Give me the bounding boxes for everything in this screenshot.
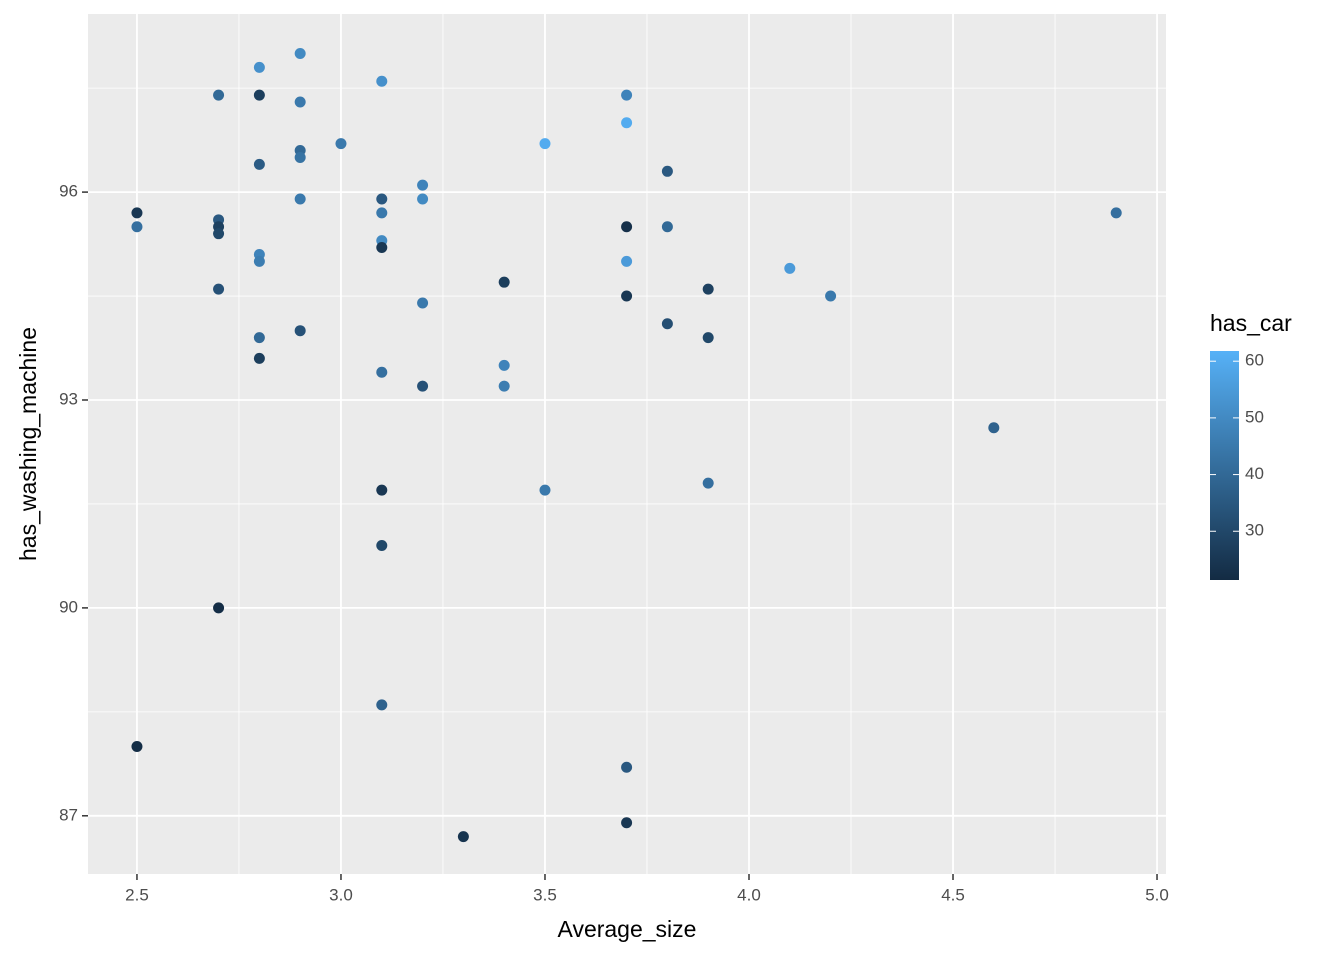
point <box>621 761 633 773</box>
point <box>661 221 673 233</box>
point <box>457 831 469 843</box>
x-tick-label: 3.0 <box>329 885 353 904</box>
point <box>213 602 225 614</box>
point <box>784 262 796 274</box>
point <box>498 276 510 288</box>
point <box>498 380 510 392</box>
point <box>376 75 388 87</box>
point <box>253 352 265 364</box>
point <box>294 151 306 163</box>
point <box>661 318 673 330</box>
point <box>253 158 265 170</box>
point <box>253 89 265 101</box>
point <box>376 699 388 711</box>
colorbar-label: 30 <box>1245 521 1264 540</box>
point <box>376 193 388 205</box>
colorbar-label: 50 <box>1245 407 1264 426</box>
point <box>294 193 306 205</box>
point <box>131 221 143 233</box>
point <box>702 332 714 344</box>
point <box>253 61 265 73</box>
point <box>988 422 1000 434</box>
point <box>376 366 388 378</box>
point <box>253 255 265 267</box>
point <box>539 484 551 496</box>
point <box>621 89 633 101</box>
point <box>253 332 265 344</box>
point <box>376 484 388 496</box>
y-tick-label: 87 <box>59 805 78 824</box>
point <box>417 193 429 205</box>
y-tick-label: 96 <box>59 182 78 201</box>
y-tick-label: 93 <box>59 389 78 408</box>
point <box>213 89 225 101</box>
point <box>335 138 347 150</box>
point <box>621 221 633 233</box>
point <box>417 380 429 392</box>
point <box>621 255 633 267</box>
point <box>702 477 714 489</box>
x-axis-title: Average_size <box>558 916 697 942</box>
x-tick-label: 3.5 <box>533 885 557 904</box>
point <box>621 817 633 829</box>
point <box>621 290 633 302</box>
colorbar-label: 40 <box>1245 464 1264 483</box>
legend-title: has_car <box>1210 310 1292 336</box>
point <box>702 283 714 295</box>
x-tick-label: 5.0 <box>1145 885 1169 904</box>
y-axis-title: has_washing_machine <box>15 327 41 561</box>
panel <box>88 14 1166 874</box>
point <box>661 165 673 177</box>
point <box>131 740 143 752</box>
point <box>417 297 429 309</box>
point <box>376 207 388 219</box>
point <box>294 48 306 60</box>
point <box>131 207 143 219</box>
point <box>825 290 837 302</box>
x-tick-label: 4.0 <box>737 885 761 904</box>
point <box>1110 207 1122 219</box>
point <box>213 228 225 240</box>
point <box>294 96 306 108</box>
point <box>376 540 388 552</box>
colorbar <box>1210 351 1239 580</box>
point <box>539 138 551 150</box>
y-tick-label: 90 <box>59 597 78 616</box>
x-tick-label: 2.5 <box>125 885 149 904</box>
point <box>376 242 388 254</box>
point <box>621 117 633 129</box>
point <box>213 283 225 295</box>
x-tick-label: 4.5 <box>941 885 965 904</box>
point <box>417 179 429 191</box>
colorbar-label: 60 <box>1245 351 1264 370</box>
point <box>498 359 510 371</box>
point <box>294 325 306 337</box>
